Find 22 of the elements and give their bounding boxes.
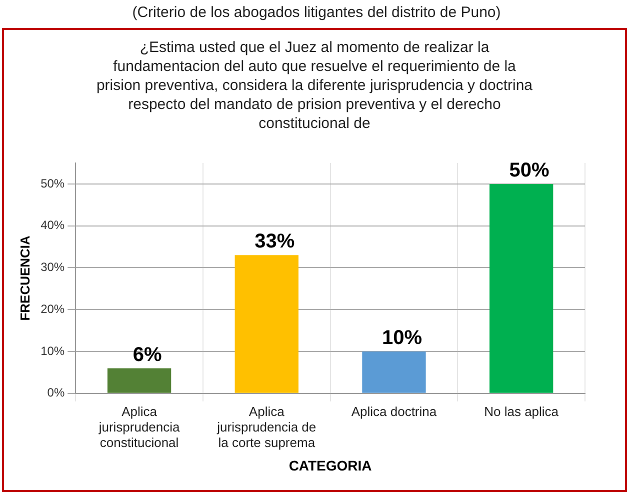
bar — [489, 184, 554, 393]
chart-subtitle: (Criterio de los abogados litigantes del distrito de Puno) — [131, 3, 502, 23]
x-tick-label: Aplica doctrina — [351, 404, 438, 419]
y-tick-label: 0% — [47, 386, 65, 400]
y-tick-label: 30% — [40, 260, 65, 274]
y-tick-label: 20% — [40, 302, 65, 316]
data-label: 33% — [254, 230, 295, 253]
x-tick-label: No las aplica — [484, 404, 560, 419]
data-label: 6% — [132, 344, 162, 366]
x-tick-label: Aplica jurisprudencia de la corte suprema — [216, 404, 316, 450]
x-tick-label: Aplica jurisprudencia constitucional — [98, 404, 181, 450]
y-axis-title: FRECUENCIA — [17, 234, 32, 321]
chart-title: ¿Estima usted que el Juez al momento de realizar la fundamentacion del auto que resuelve el requerimiento de la prision preventiva, considera la diferente jurisprudencia y doctrina respecto del mandato de prision preventiva y el derecho constitucional de — [95, 38, 534, 133]
y-tick-label: 40% — [40, 218, 65, 232]
bar — [107, 368, 172, 393]
bar — [362, 352, 426, 393]
data-label: 50% — [509, 159, 550, 182]
bar — [234, 255, 298, 393]
y-tick-label: 10% — [40, 344, 65, 358]
x-axis-title: CATEGORIA — [288, 457, 372, 474]
data-label: 10% — [382, 327, 422, 350]
y-tick-label: 50% — [40, 176, 65, 190]
